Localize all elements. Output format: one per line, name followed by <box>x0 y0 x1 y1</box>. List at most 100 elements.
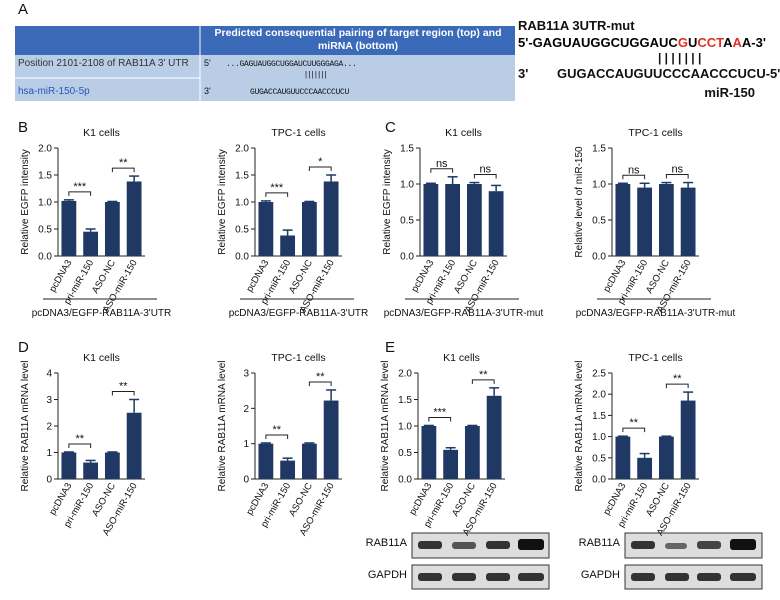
bar <box>323 181 339 256</box>
mirna-label: miR-150 <box>704 85 755 100</box>
sig-bracket <box>265 434 289 439</box>
y-tick-label: 2.0 <box>38 144 52 155</box>
y-tick-label: 0.0 <box>592 252 606 263</box>
y-tick-label: 0.0 <box>38 252 52 263</box>
sig-bracket <box>622 427 646 433</box>
sig-label: *** <box>270 182 284 194</box>
bar <box>680 187 696 256</box>
y-tick-label: 1.0 <box>38 198 52 209</box>
mut-bottom-seq: GUGACCAUGUUCCCAACCCUCU-5' <box>557 66 780 81</box>
blot-label: RAB11A <box>579 537 621 549</box>
y-tick-label: 2.0 <box>235 144 249 155</box>
y-tick-label: 0.5 <box>400 216 414 227</box>
y-tick-label: 1.0 <box>592 432 606 443</box>
sig-label: ** <box>119 381 128 393</box>
y-tick-label: 3 <box>46 395 52 406</box>
y-tick-label: 1 <box>46 448 52 459</box>
seq-segment: A-3' <box>742 35 766 50</box>
sig-bracket <box>308 381 332 386</box>
blot-band <box>486 573 510 581</box>
chart-title: K1 cells <box>83 352 120 364</box>
sig-label: *** <box>73 181 87 193</box>
bar <box>615 184 631 256</box>
bar <box>83 231 99 256</box>
pairing-marks: ||||||| <box>658 51 705 65</box>
y-axis-label: Relative EGFP intensity <box>382 149 393 254</box>
group-label: pcDNA3/EGFP-RAB11A-3'UTR-mut <box>576 308 736 319</box>
group-label: pcDNA3/EGFP-RAB11A-3'UTR <box>32 308 172 319</box>
sig-bracket <box>111 391 135 396</box>
seq-segment: A <box>723 35 733 50</box>
blot-band <box>418 573 442 581</box>
bar <box>104 202 120 256</box>
y-tick-label: 1.0 <box>592 180 606 191</box>
bar <box>126 412 142 479</box>
bar <box>464 426 480 479</box>
y-tick-label: 0.5 <box>398 448 412 459</box>
bar <box>280 235 296 256</box>
y-tick-label: 2 <box>243 404 249 415</box>
y-tick-label: 2 <box>46 422 52 433</box>
y-axis-label: Relative level of miR-150 <box>574 146 585 258</box>
y-tick-label: 4 <box>46 369 52 380</box>
bar <box>83 462 99 479</box>
y-tick-label: 1.5 <box>592 411 606 422</box>
bar <box>637 457 653 479</box>
sig-label: ** <box>629 417 638 429</box>
mut-bottom-prefix: 3' <box>518 66 528 81</box>
sig-label: ns <box>671 164 683 176</box>
bar <box>466 184 482 256</box>
y-axis-label: Relative RAB11A mRNA level <box>574 361 585 492</box>
chart-title: TPC-1 cells <box>628 127 682 139</box>
seq-segment: G <box>678 35 688 50</box>
y-tick-label: 1.5 <box>592 144 606 155</box>
seq-segment: A <box>733 35 743 50</box>
sig-label: ** <box>479 369 488 381</box>
y-axis-label: Relative EGFP intensity <box>217 149 228 254</box>
sig-bracket <box>308 166 332 171</box>
bar <box>61 452 77 479</box>
blot-band <box>518 539 544 550</box>
bar <box>486 395 502 479</box>
sig-label: ** <box>272 424 281 436</box>
y-tick-label: 0.0 <box>400 252 414 263</box>
blot-panel: RAB11A GAPDH <box>579 532 763 590</box>
y-tick-label: 0.5 <box>592 453 606 464</box>
y-tick-label: 0.0 <box>398 475 412 486</box>
bar <box>258 202 274 256</box>
group-label: pcDNA3/EGFP-RAB11A-3'UTR <box>229 308 369 319</box>
sig-bracket <box>68 191 92 196</box>
blot-band <box>452 542 476 549</box>
y-tick-label: 2.5 <box>592 369 606 380</box>
y-axis-label: Relative RAB11A mRNA level <box>20 361 31 492</box>
mut-title: RAB11A 3UTR-mut <box>518 18 635 33</box>
chart-title: TPC-1 cells <box>628 352 682 364</box>
panel-label: A <box>18 1 28 18</box>
y-tick-label: 0 <box>243 475 249 486</box>
table-cell: GUGACCAUGUUCCCAACCCUCU <box>250 88 350 97</box>
panel-label: C <box>385 119 396 136</box>
mut-top-seq: 5'-GAGUAUGGCUGGAUCGUCCTAAA-3' <box>518 35 766 50</box>
bar <box>61 200 77 256</box>
bar <box>323 400 339 479</box>
group-label: pcDNA3/EGFP-RAB11A-3'UTR-mut <box>384 308 544 319</box>
sig-bracket <box>622 174 646 180</box>
bar <box>126 181 142 256</box>
blot-band <box>518 573 544 581</box>
bar <box>258 443 274 479</box>
sig-bracket <box>665 383 689 389</box>
y-tick-label: 0.0 <box>592 475 606 486</box>
y-tick-label: 1.5 <box>235 171 249 182</box>
y-axis-label: Relative RAB11A mRNA level <box>217 361 228 492</box>
sig-bracket <box>265 192 289 197</box>
panel-label: B <box>18 119 28 136</box>
y-tick-label: 0.5 <box>592 216 606 227</box>
sig-label: ns <box>436 158 448 170</box>
chart-title: TPC-1 cells <box>271 127 325 139</box>
y-axis-label: Relative RAB11A mRNA level <box>380 361 391 492</box>
bar <box>301 443 317 479</box>
sig-bracket <box>428 416 452 422</box>
blot-band <box>631 541 655 549</box>
sig-label: *** <box>433 406 447 418</box>
